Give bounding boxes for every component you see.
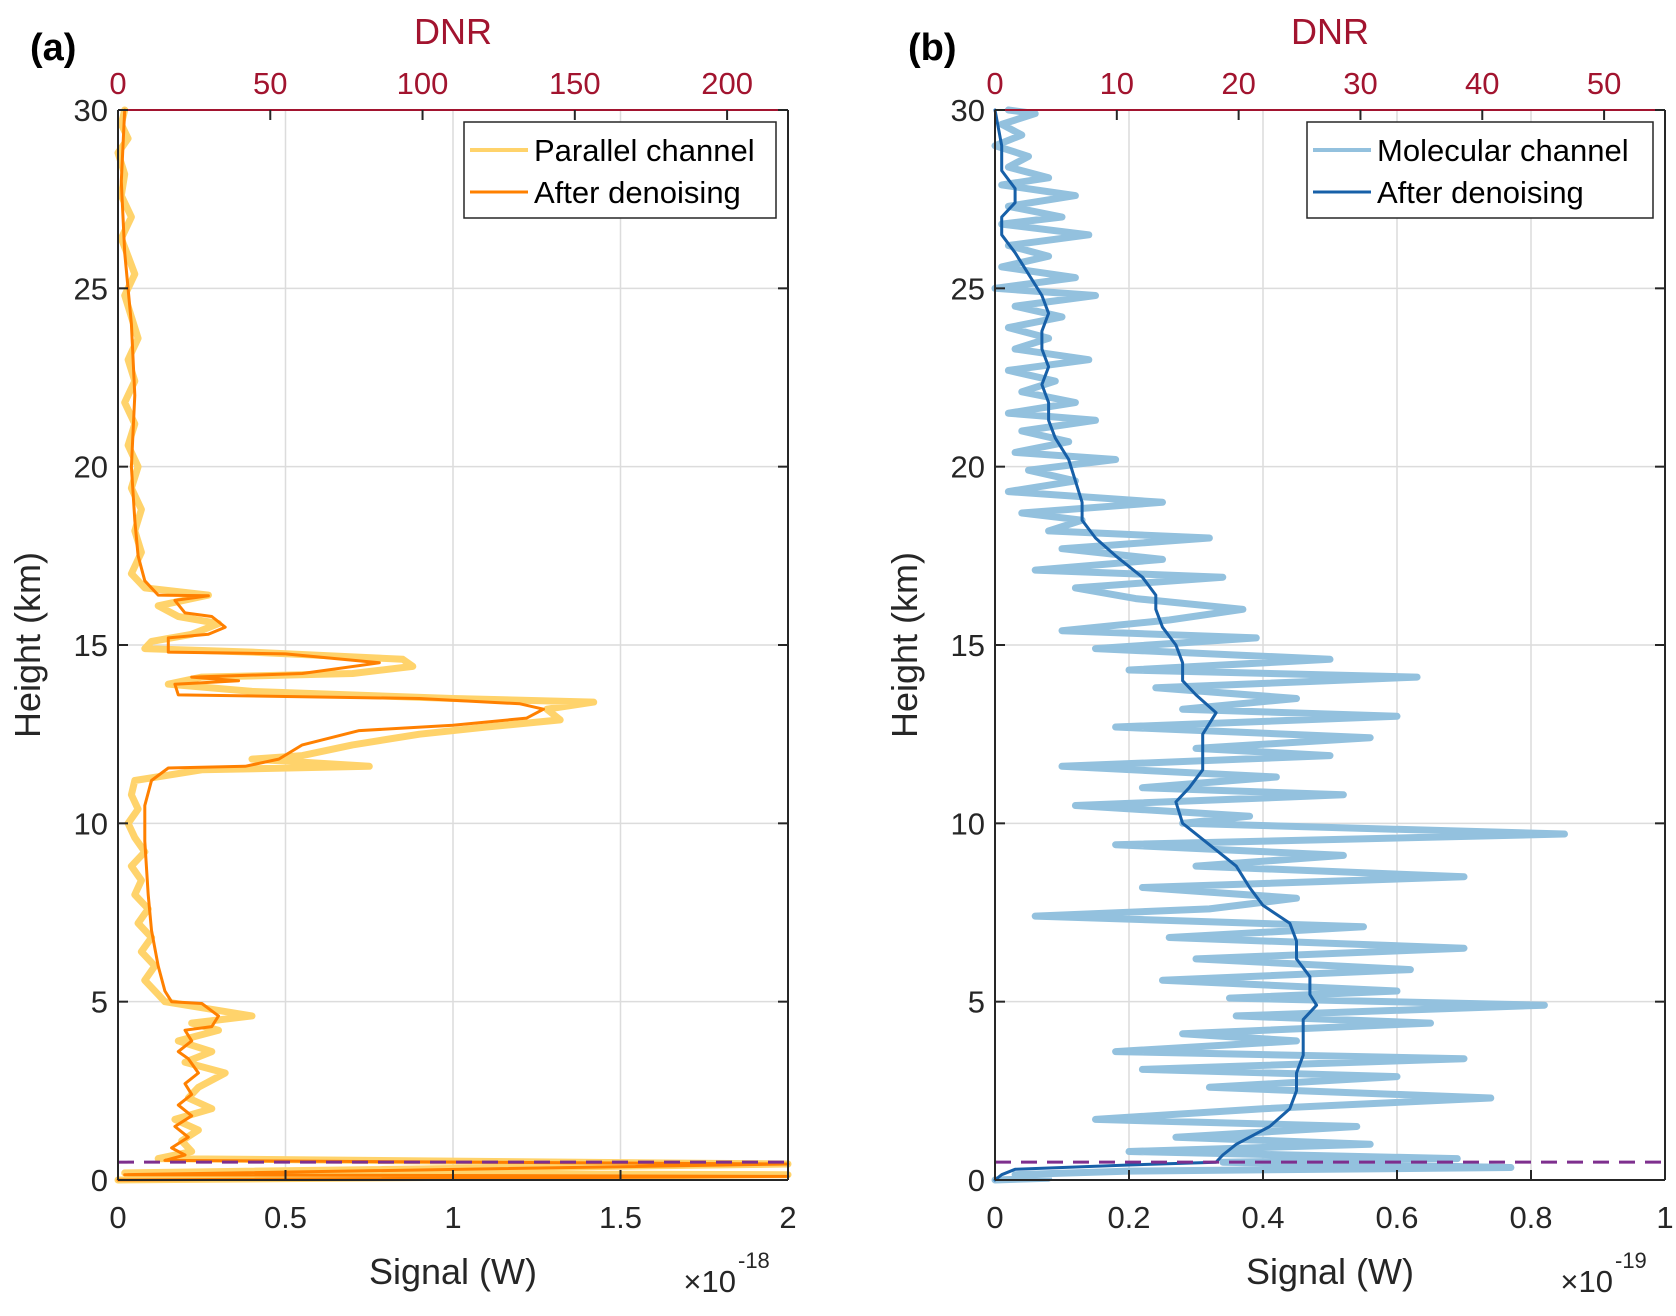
x-axis-title: Signal (W) xyxy=(369,1251,537,1292)
x-exponent-label: ×10 xyxy=(1560,1264,1613,1299)
series-denoised-line xyxy=(116,108,790,1182)
legend: Molecular channel After denoising xyxy=(1306,121,1654,219)
legend-entry-label: After denoising xyxy=(534,175,741,210)
dnr-tick-label: 30 xyxy=(1343,66,1377,101)
series-denoised-line xyxy=(993,108,1319,1182)
y-tick-label: 15 xyxy=(74,628,108,663)
dnr-tick-label: 20 xyxy=(1221,66,1255,101)
legend-box xyxy=(1306,121,1654,219)
x-tick-label: 0.2 xyxy=(1107,1200,1150,1235)
dnr-axis-title: DNR xyxy=(1291,11,1369,52)
y-tick-label: 5 xyxy=(91,985,108,1020)
dnr-tick-label: 200 xyxy=(701,66,753,101)
x-tick-label: 0 xyxy=(986,1200,1003,1235)
dnr-tick-label: 0 xyxy=(986,66,1003,101)
dnr-tick-label: 100 xyxy=(397,66,449,101)
y-tick-label: 0 xyxy=(968,1163,985,1198)
y-axis-title: Height (km) xyxy=(7,552,48,738)
x-exponent-superscript: -19 xyxy=(1615,1248,1647,1273)
y-tick-label: 0 xyxy=(91,1163,108,1198)
x-tick-label: 0 xyxy=(109,1200,126,1235)
legend-entry-label: After denoising xyxy=(1377,175,1584,210)
y-tick-label: 30 xyxy=(951,93,985,128)
legend: Parallel channel After denoising xyxy=(463,121,777,219)
y-tick-label: 10 xyxy=(951,806,985,841)
panel-label: (a) xyxy=(30,27,76,69)
y-tick-label: 20 xyxy=(74,450,108,485)
y-tick-label: 15 xyxy=(951,628,985,663)
x-tick-label: 0.6 xyxy=(1375,1200,1418,1235)
x-tick-label: 1.5 xyxy=(599,1200,642,1235)
x-axis-title: Signal (W) xyxy=(1246,1251,1414,1292)
dnr-tick-label: 50 xyxy=(253,66,287,101)
legend-box xyxy=(463,121,777,219)
y-axis-title: Height (km) xyxy=(884,552,925,738)
dnr-tick-label: 50 xyxy=(1587,66,1621,101)
x-tick-label: 2 xyxy=(779,1200,796,1235)
panel-label: (b) xyxy=(908,27,957,69)
legend-entry-label: Parallel channel xyxy=(534,133,755,168)
y-tick-label: 20 xyxy=(951,450,985,485)
x-tick-label: 0.8 xyxy=(1509,1200,1552,1235)
x-exponent-superscript: -18 xyxy=(738,1248,770,1273)
series-raw-line xyxy=(991,106,1568,1184)
dnr-axis-title: DNR xyxy=(414,11,492,52)
x-tick-label: 1 xyxy=(1656,1200,1673,1235)
dnr-tick-label: 40 xyxy=(1465,66,1499,101)
y-tick-label: 25 xyxy=(951,271,985,306)
y-tick-label: 30 xyxy=(74,93,108,128)
legend-entry-label: Molecular channel xyxy=(1377,133,1629,168)
dnr-tick-label: 150 xyxy=(549,66,601,101)
x-tick-label: 1 xyxy=(444,1200,461,1235)
dnr-tick-label: 0 xyxy=(109,66,126,101)
x-tick-label: 0.5 xyxy=(264,1200,307,1235)
y-tick-label: 10 xyxy=(74,806,108,841)
y-tick-label: 25 xyxy=(74,271,108,306)
y-tick-label: 5 xyxy=(968,985,985,1020)
dnr-tick-label: 10 xyxy=(1100,66,1134,101)
x-exponent-label: ×10 xyxy=(683,1264,736,1299)
x-tick-label: 0.4 xyxy=(1241,1200,1284,1235)
